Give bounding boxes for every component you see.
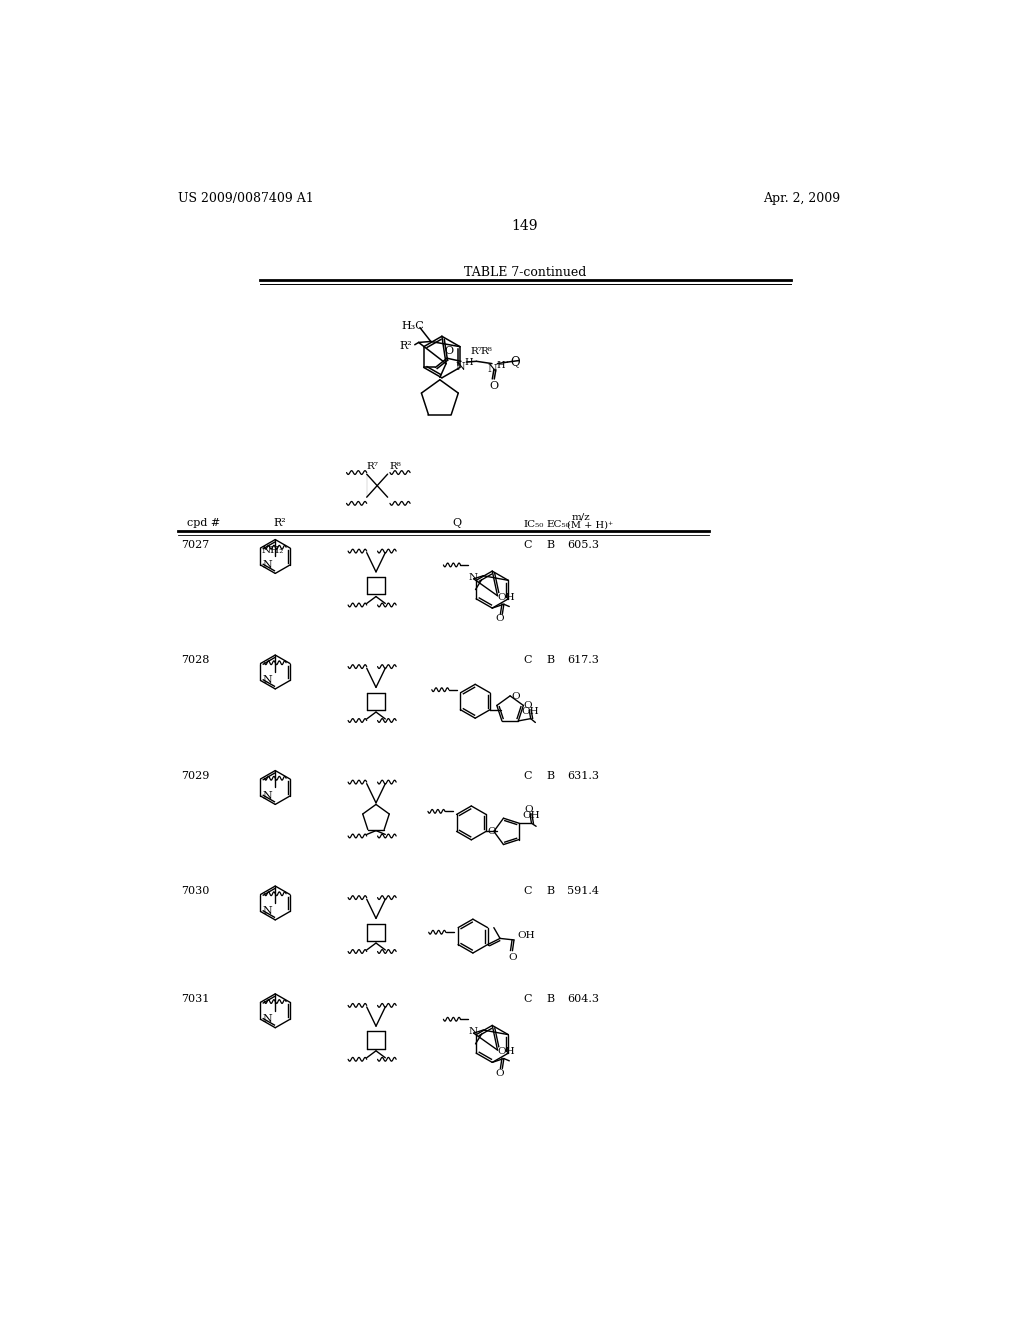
Text: N: N (262, 560, 271, 570)
Text: NH₂: NH₂ (261, 546, 284, 554)
Text: m/z: m/z (571, 512, 590, 521)
Text: 7029: 7029 (180, 771, 209, 781)
Text: N: N (487, 364, 497, 374)
Text: B: B (547, 994, 555, 1005)
Text: OH: OH (497, 1047, 514, 1056)
Text: 7028: 7028 (180, 656, 209, 665)
Text: C: C (523, 887, 531, 896)
Text: O: O (512, 692, 520, 701)
Text: B: B (547, 540, 555, 550)
Text: 149: 149 (512, 219, 538, 234)
Text: 7030: 7030 (180, 887, 209, 896)
Text: O: O (496, 1069, 504, 1077)
Text: R²: R² (399, 342, 412, 351)
Text: OH: OH (521, 708, 539, 717)
Text: cpd #: cpd # (187, 519, 220, 528)
Text: (M + H)⁺: (M + H)⁺ (566, 520, 613, 529)
Text: N: N (469, 1027, 478, 1036)
Text: O: O (508, 953, 517, 962)
Text: C: C (523, 540, 531, 550)
Text: N: N (456, 362, 465, 372)
Text: N: N (262, 1014, 271, 1024)
Text: O: O (524, 805, 532, 814)
Text: B: B (547, 771, 555, 781)
Text: N: N (262, 676, 271, 685)
Text: OH: OH (497, 593, 514, 602)
Text: H: H (465, 358, 473, 367)
Text: O: O (487, 826, 497, 836)
Text: 7027: 7027 (180, 540, 209, 550)
Text: O: O (489, 381, 499, 391)
Text: 7031: 7031 (180, 994, 209, 1005)
Text: IC₅₀: IC₅₀ (523, 520, 544, 529)
Text: N: N (262, 791, 271, 801)
Text: C: C (523, 771, 531, 781)
Text: TABLE 7-continued: TABLE 7-continued (464, 265, 586, 279)
Text: 604.3: 604.3 (567, 994, 599, 1005)
Text: 617.3: 617.3 (567, 656, 599, 665)
Text: OH: OH (522, 810, 540, 820)
Text: C: C (523, 994, 531, 1005)
Text: Q: Q (511, 355, 520, 368)
Text: B: B (547, 887, 555, 896)
Text: OH: OH (517, 931, 535, 940)
Text: O: O (496, 614, 504, 623)
Text: H₃C: H₃C (401, 321, 424, 331)
Text: R²: R² (273, 519, 287, 528)
Text: 591.4: 591.4 (567, 887, 599, 896)
Text: C: C (523, 656, 531, 665)
Text: R⁸: R⁸ (480, 347, 493, 356)
Text: N: N (262, 907, 271, 916)
Text: N: N (469, 573, 478, 582)
Text: EC₅₀: EC₅₀ (547, 520, 570, 529)
Text: R⁷: R⁷ (367, 462, 379, 471)
Text: R⁷: R⁷ (470, 347, 482, 356)
Text: B: B (547, 656, 555, 665)
Text: O: O (523, 701, 531, 710)
Text: Apr. 2, 2009: Apr. 2, 2009 (764, 191, 841, 205)
Text: R⁸: R⁸ (390, 462, 401, 471)
Text: H: H (497, 360, 505, 370)
Text: 605.3: 605.3 (567, 540, 599, 550)
Text: 631.3: 631.3 (567, 771, 599, 781)
Text: US 2009/0087409 A1: US 2009/0087409 A1 (178, 191, 314, 205)
Text: O: O (443, 346, 453, 356)
Text: Q: Q (452, 519, 461, 528)
